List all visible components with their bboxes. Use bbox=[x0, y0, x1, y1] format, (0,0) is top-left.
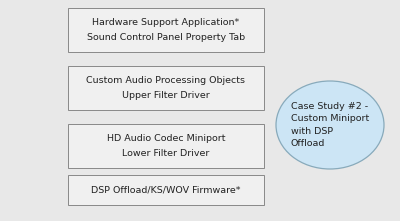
Text: HD Audio Codec Miniport: HD Audio Codec Miniport bbox=[107, 133, 225, 143]
FancyBboxPatch shape bbox=[68, 8, 264, 52]
FancyBboxPatch shape bbox=[68, 175, 264, 205]
Text: Upper Filter Driver: Upper Filter Driver bbox=[122, 91, 210, 100]
Text: Sound Control Panel Property Tab: Sound Control Panel Property Tab bbox=[87, 33, 245, 42]
Text: Lower Filter Driver: Lower Filter Driver bbox=[122, 149, 210, 158]
Text: Hardware Support Application*: Hardware Support Application* bbox=[92, 18, 240, 27]
FancyBboxPatch shape bbox=[68, 66, 264, 110]
Text: Case Study #2 -
Custom Miniport
with DSP
Offload: Case Study #2 - Custom Miniport with DSP… bbox=[291, 102, 369, 148]
Text: Custom Audio Processing Objects: Custom Audio Processing Objects bbox=[86, 76, 246, 85]
Ellipse shape bbox=[276, 81, 384, 169]
Text: DSP Offload/KS/WOV Firmware*: DSP Offload/KS/WOV Firmware* bbox=[91, 185, 241, 194]
FancyBboxPatch shape bbox=[68, 124, 264, 168]
